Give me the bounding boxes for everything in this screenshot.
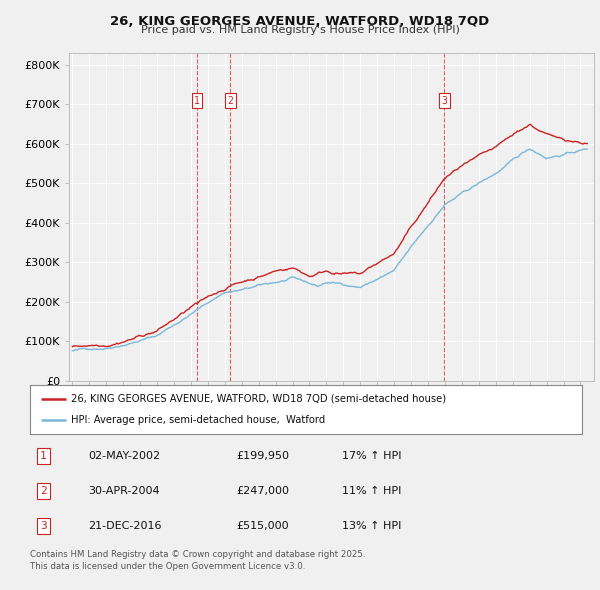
Text: 26, KING GEORGES AVENUE, WATFORD, WD18 7QD (semi-detached house): 26, KING GEORGES AVENUE, WATFORD, WD18 7… bbox=[71, 394, 446, 404]
Text: 02-MAY-2002: 02-MAY-2002 bbox=[88, 451, 160, 461]
Text: 2: 2 bbox=[40, 486, 47, 496]
Text: £515,000: £515,000 bbox=[236, 521, 289, 531]
Text: Price paid vs. HM Land Registry's House Price Index (HPI): Price paid vs. HM Land Registry's House … bbox=[140, 25, 460, 35]
Text: 17% ↑ HPI: 17% ↑ HPI bbox=[342, 451, 401, 461]
Text: 26, KING GEORGES AVENUE, WATFORD, WD18 7QD: 26, KING GEORGES AVENUE, WATFORD, WD18 7… bbox=[110, 15, 490, 28]
Text: 1: 1 bbox=[40, 451, 47, 461]
Text: 1: 1 bbox=[194, 96, 200, 106]
Text: 3: 3 bbox=[40, 521, 47, 531]
Text: 30-APR-2004: 30-APR-2004 bbox=[88, 486, 160, 496]
Text: 3: 3 bbox=[442, 96, 448, 106]
Text: 13% ↑ HPI: 13% ↑ HPI bbox=[342, 521, 401, 531]
Text: 2: 2 bbox=[227, 96, 233, 106]
Text: 21-DEC-2016: 21-DEC-2016 bbox=[88, 521, 161, 531]
Text: £199,950: £199,950 bbox=[236, 451, 289, 461]
Text: Contains HM Land Registry data © Crown copyright and database right 2025.
This d: Contains HM Land Registry data © Crown c… bbox=[30, 550, 365, 571]
Text: 11% ↑ HPI: 11% ↑ HPI bbox=[342, 486, 401, 496]
Text: £247,000: £247,000 bbox=[236, 486, 289, 496]
Text: HPI: Average price, semi-detached house,  Watford: HPI: Average price, semi-detached house,… bbox=[71, 415, 326, 425]
